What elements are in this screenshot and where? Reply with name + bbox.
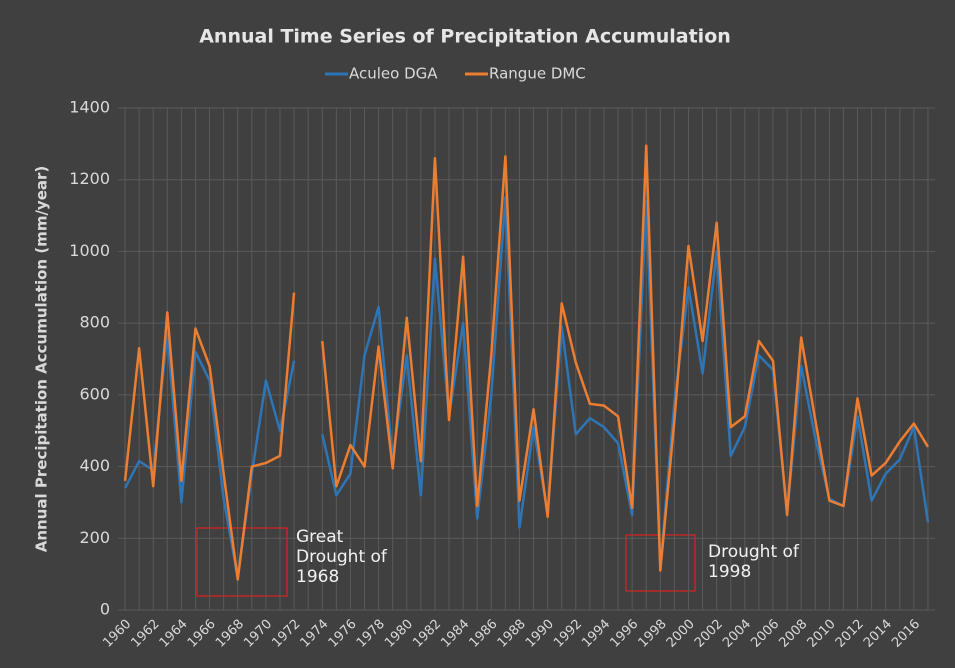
annotation: Great	[296, 527, 344, 547]
y-tick-label: 0	[100, 600, 110, 619]
y-tick-label: 600	[79, 384, 110, 403]
legend-label: Aculeo DGA	[349, 65, 438, 83]
annotation: Drought of	[296, 547, 388, 567]
y-tick-label: 200	[79, 528, 110, 547]
y-tick-label: 1000	[69, 241, 110, 260]
annotation: 1968	[296, 567, 339, 587]
annotation: 1998	[708, 562, 751, 582]
annotation: Drought of	[708, 542, 800, 562]
legend-label: Rangue DMC	[489, 65, 586, 83]
chart-title: Annual Time Series of Precipitation Accu…	[199, 26, 731, 48]
y-tick-label: 1400	[69, 98, 110, 117]
y-tick-label: 1200	[69, 169, 110, 188]
y-tick-label: 800	[79, 313, 110, 332]
y-tick-label: 400	[79, 456, 110, 475]
annotation-box	[196, 527, 288, 597]
series-line	[123, 144, 930, 581]
y-axis-label: Annual Precipitation Accumulation (mm/ye…	[33, 166, 51, 553]
